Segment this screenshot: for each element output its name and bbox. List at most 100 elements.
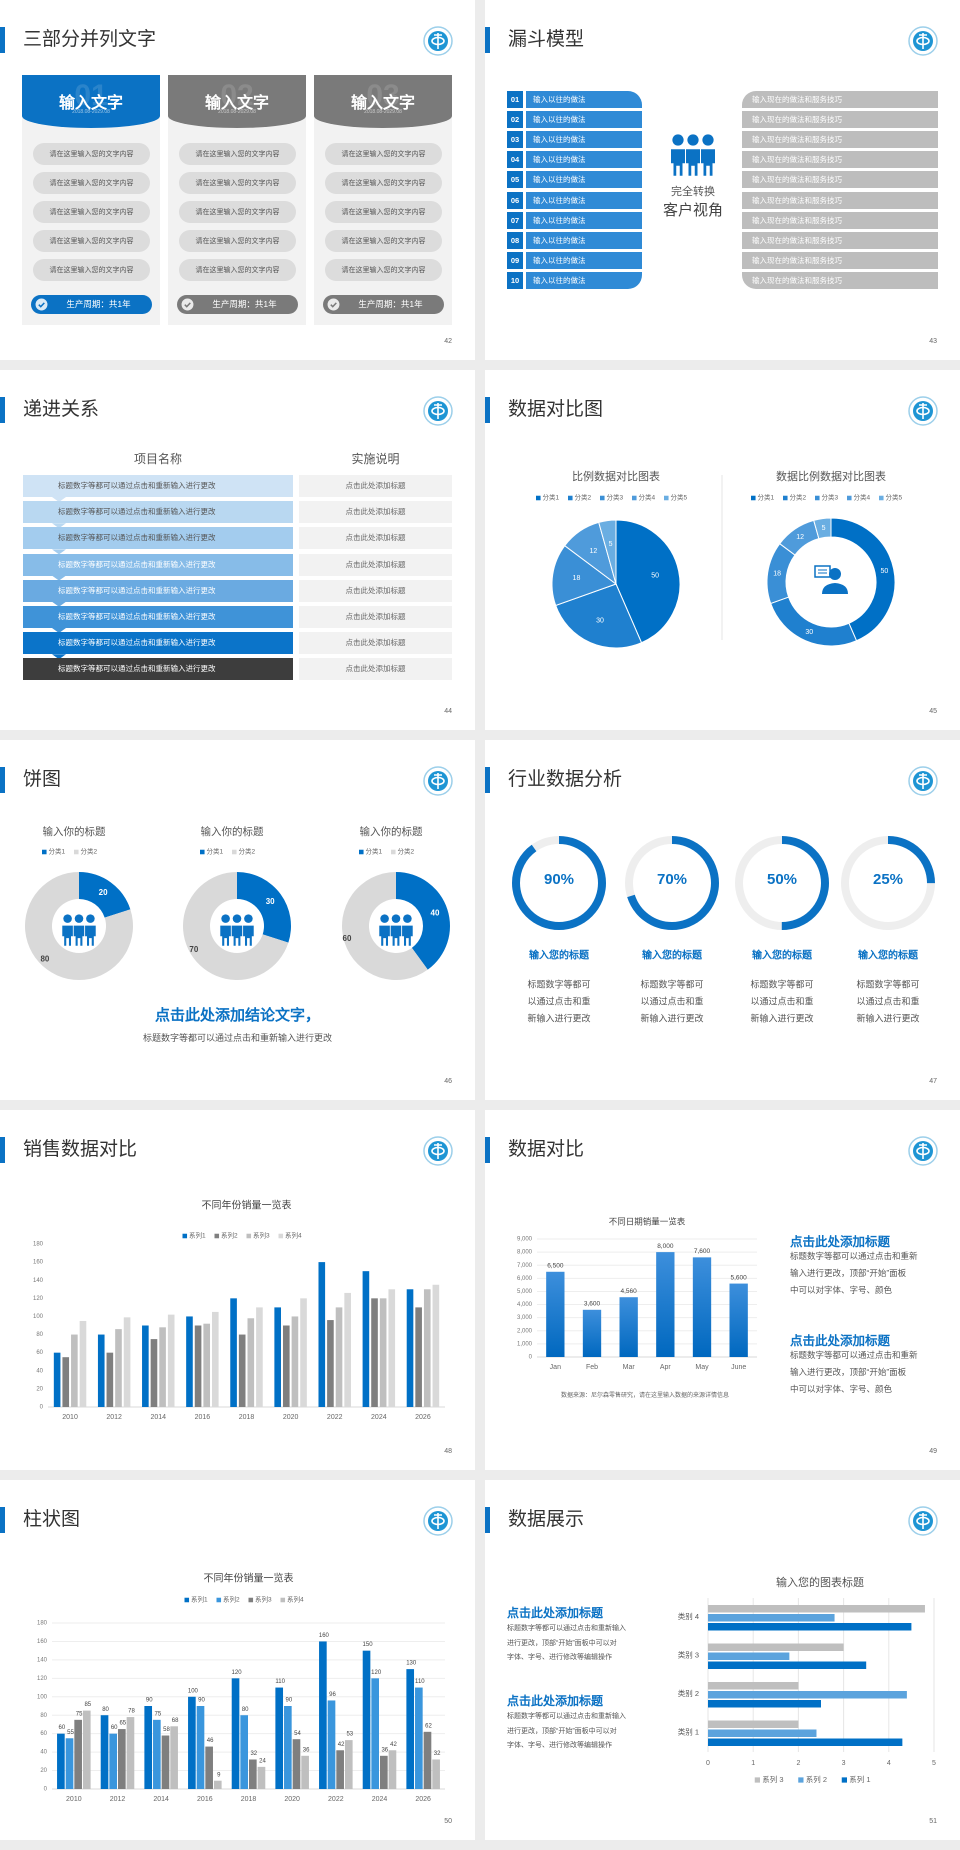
legend-label: 系列1: [189, 1231, 206, 1240]
slide-title: 递进关系: [23, 399, 100, 420]
bar: [170, 1726, 178, 1789]
legend-swatch: [359, 849, 364, 855]
block-text: 字体、字号、进行修改等编辑操作: [507, 1742, 612, 1749]
data-label: 110: [415, 1679, 425, 1685]
bar: [388, 1750, 397, 1789]
chevron-arrow-icon: [52, 497, 66, 502]
ring-description: 以通过点击和重: [750, 995, 813, 1006]
x-tick-label: 2012: [106, 1414, 122, 1421]
y-tick-label: 0: [40, 1405, 44, 1411]
progression-step: 标题数字等都可以通过点击和重新输入进行更改: [23, 579, 293, 602]
legend-item: 系列 2: [798, 1774, 827, 1784]
data-label: 55: [67, 1730, 74, 1736]
slide-title: 数据对比: [508, 1139, 585, 1160]
step-description: 点击此处添加标题: [299, 579, 452, 602]
conclusion-subtext: 标题数字等都可以通过点击和重新输入进行更改: [142, 1032, 332, 1043]
progression-step: 标题数字等都可以通过点击和重新输入进行更改: [23, 658, 293, 681]
slide-43: 漏斗模型 43 01 输入以往的做法 02 输入以往的做法 03 输入以往的做法 04 输入以…: [485, 0, 960, 360]
data-label: 3,600: [584, 1301, 601, 1308]
current-practice-item: 输入现在的做法和服务技巧: [742, 131, 938, 149]
bar: [144, 1706, 153, 1789]
data-label: 70: [189, 945, 198, 954]
legend-label: 分类2: [239, 847, 256, 856]
bar: [62, 1357, 70, 1407]
list-item: 请在这里输入您的文字内容: [325, 172, 442, 194]
pie-slice: [830, 517, 896, 642]
data-label: 60: [111, 1725, 118, 1731]
legend-item: 系列4: [280, 1595, 304, 1604]
legend-swatch: [783, 495, 788, 501]
legend-item: 分类2: [232, 847, 256, 856]
list-item: 请在这里输入您的文字内容: [33, 201, 150, 223]
list-item: 请在这里输入您的文字内容: [179, 230, 296, 252]
past-practice-item: 输入以往的做法: [526, 151, 642, 169]
slide-title: 销售数据对比: [23, 1139, 138, 1160]
past-practice-item: 输入以往的做法: [526, 171, 642, 189]
legend-swatch: [232, 849, 237, 855]
data-label: 30: [266, 897, 275, 906]
chevron-arrow-icon: [52, 549, 66, 555]
footer-label: 生产周期：共1年: [358, 299, 423, 309]
list-item: 请在这里输入您的文字内容: [33, 259, 150, 281]
legend-swatch: [600, 495, 605, 501]
data-label: 60: [343, 934, 352, 943]
x-tick-label: Feb: [586, 1364, 598, 1371]
legend-swatch: [184, 1597, 190, 1603]
legend-item: 分类3: [815, 493, 839, 502]
y-tick-label: 8,000: [517, 1250, 533, 1256]
data-label: 150: [363, 1642, 374, 1648]
step-number: 01: [507, 91, 523, 108]
legend-label: 分类1: [758, 493, 775, 502]
step-number: 06: [507, 191, 523, 209]
bar: [292, 1739, 301, 1789]
legend-item: 系列1: [182, 1231, 206, 1240]
card-heading: 输入文字: [58, 95, 123, 112]
x-tick-label: May: [695, 1364, 709, 1371]
card-header: 03 输入文字 2018.08-2029.08: [314, 75, 452, 128]
y-tick-label: 20: [36, 1386, 43, 1392]
y-tick-label: 40: [36, 1368, 43, 1374]
legend-item: 分类4: [847, 493, 871, 502]
y-tick-label: 3,000: [517, 1315, 533, 1321]
legend-item: 系列2: [214, 1231, 238, 1240]
page-number: 47: [929, 1078, 937, 1085]
legend-item: 系列3: [248, 1595, 272, 1604]
legend-swatch: [536, 495, 541, 501]
data-label: 32: [434, 1751, 441, 1757]
people-group-icon: [670, 134, 716, 177]
current-practice-item: 输入现在的做法和服务技巧: [742, 91, 938, 108]
pie-slice: [813, 517, 832, 540]
data-label: 7,600: [694, 1248, 711, 1255]
progress-ring-fill: [735, 836, 829, 930]
data-label: 40: [431, 908, 440, 917]
data-label: 12: [796, 534, 804, 541]
legend-item: 分类3: [600, 493, 624, 502]
past-practice-item: 输入以往的做法: [526, 191, 642, 209]
page-number: 43: [929, 338, 937, 345]
ring-description: 新输入进行更改: [750, 1012, 813, 1023]
data-label: 75: [155, 1711, 162, 1717]
pie-slice: [598, 519, 617, 585]
bar: [115, 1329, 122, 1407]
chart-title: 比例数据对比图表: [572, 469, 660, 483]
y-tick-label: 120: [37, 1676, 48, 1682]
bar: [708, 1720, 799, 1728]
step-description: 点击此处添加标题: [299, 632, 452, 655]
list-item: 请在这里输入您的文字内容: [33, 172, 150, 194]
legend-item: 分类2: [783, 493, 807, 502]
center-caption-line2: 客户视角: [662, 202, 723, 219]
conclusion-title: 点击此处添加结论文字，: [154, 1006, 320, 1024]
x-tick-label: 5: [932, 1760, 936, 1767]
column-card: 02 输入文字 2018.08-2029.08 请在这里输入您的文字内容 请在这里输入您…: [168, 75, 306, 325]
bar: [205, 1746, 213, 1789]
current-practice-item: 输入现在的做法和服务技巧: [742, 111, 938, 129]
step-description: 点击此处添加标题: [299, 501, 452, 524]
block-heading: 点击此处添加标题: [790, 1235, 891, 1249]
pie-slice: [770, 596, 858, 647]
footer-label: 生产周期：共1年: [212, 299, 277, 309]
legend-item: 分类1: [359, 847, 383, 856]
y-tick-label: 140: [33, 1278, 44, 1284]
bar: [249, 1759, 257, 1789]
step-number: 04: [507, 151, 523, 169]
slide-title: 数据对比图: [508, 399, 604, 420]
